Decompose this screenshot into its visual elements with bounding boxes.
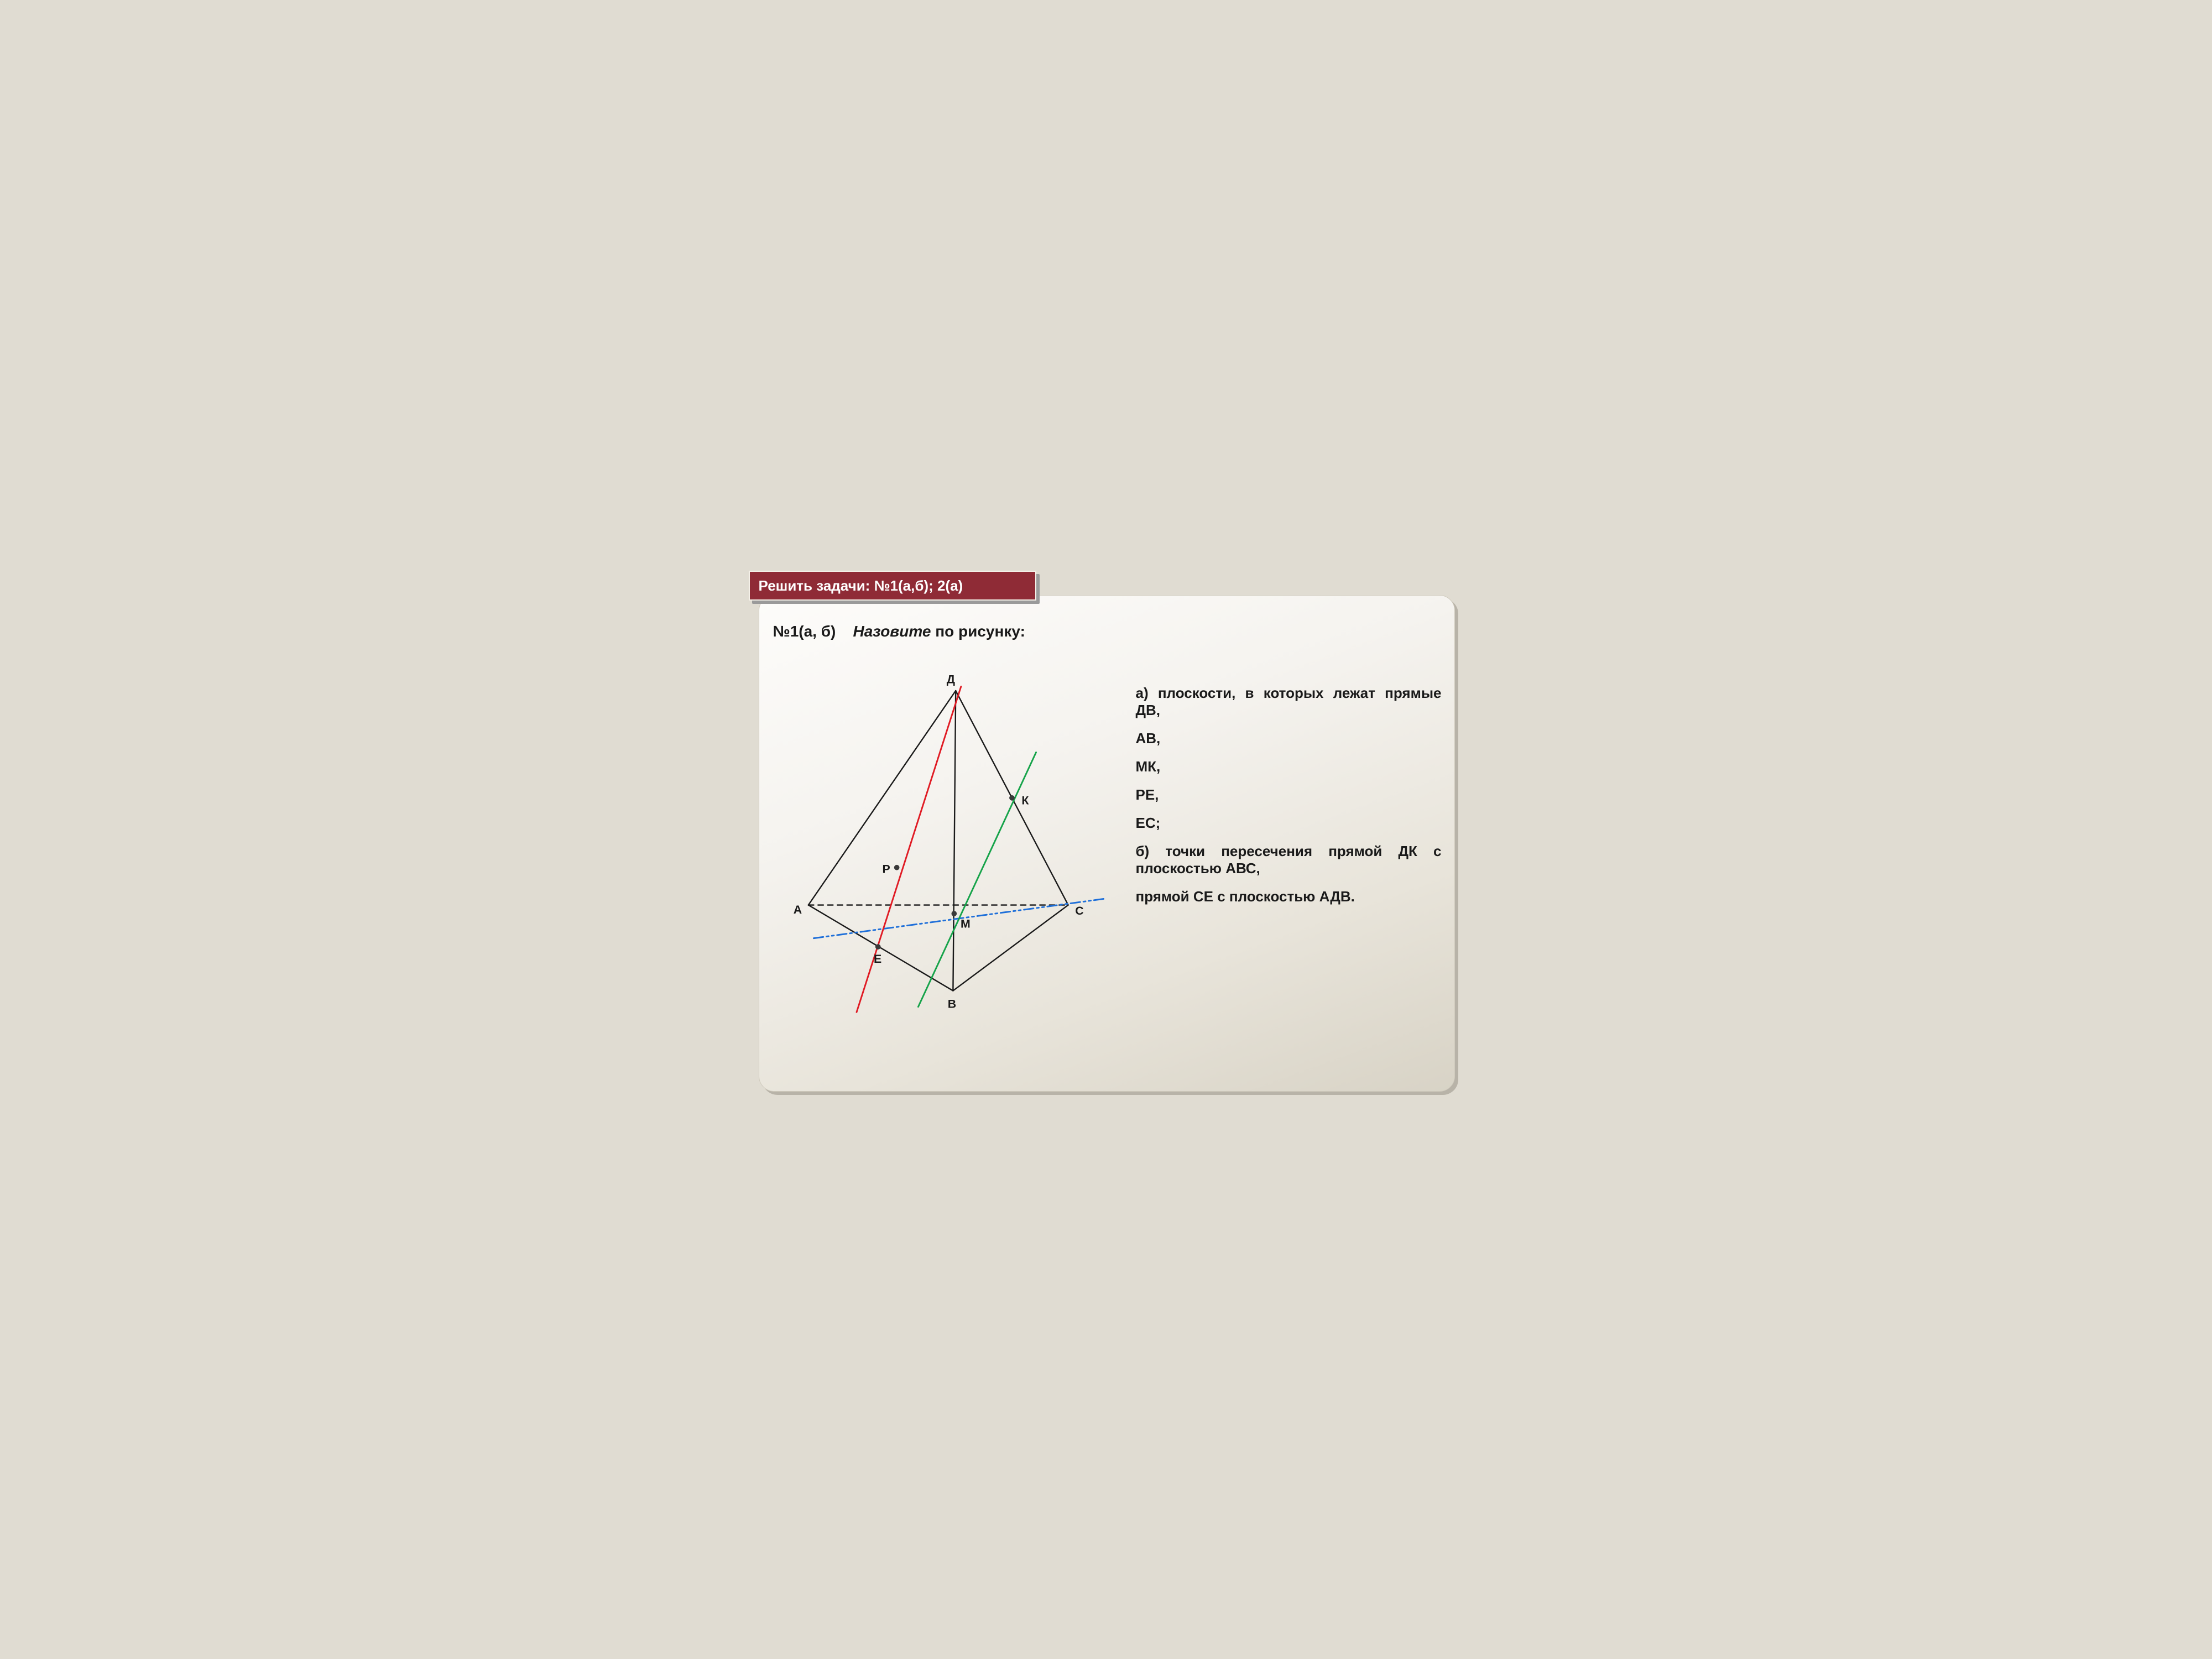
label-A: А — [793, 903, 801, 916]
slide: Решить задачи: №1(а,б); 2(а) №1(а, б) На… — [738, 553, 1475, 1106]
label-D: Д — [946, 673, 954, 686]
title-italic: Назовите — [853, 623, 931, 640]
label-P: Р — [882, 862, 890, 875]
title-row: №1(а, б) Назовите по рисунку: — [773, 623, 1025, 640]
point-P — [894, 865, 899, 870]
task-banner: Решить задачи: №1(а,б); 2(а) — [749, 571, 1036, 601]
labels-group: А В С Д Е М Р К — [793, 673, 1083, 1011]
title-suffix: по рисунку: — [935, 623, 1025, 640]
point-E — [875, 944, 880, 950]
label-K: К — [1021, 794, 1029, 807]
label-E: Е — [874, 952, 881, 966]
q-ab: АВ, — [1136, 730, 1442, 747]
title-prefix: №1(а, б) — [773, 623, 836, 640]
q-b-line1: б) точки пересечения прямой ДК с плоскос… — [1136, 843, 1442, 877]
q-ec: ЕС; — [1136, 815, 1442, 832]
label-C: С — [1075, 904, 1083, 917]
diagram-svg: А В С Д Е М Р К — [771, 653, 1114, 1040]
label-M: М — [960, 917, 970, 930]
point-K — [1009, 795, 1015, 801]
q-mk: МК, — [1136, 758, 1442, 775]
banner-text: Решить задачи: №1(а,б); 2(а) — [759, 577, 963, 594]
q-pe: РЕ, — [1136, 786, 1442, 804]
line-MK-green — [918, 752, 1036, 1006]
geometry-diagram: А В С Д Е М Р К — [771, 653, 1114, 1040]
point-M — [951, 911, 957, 916]
line-DP-red — [857, 686, 961, 1012]
label-B: В — [947, 998, 956, 1011]
q-b-line2: прямой СЕ с плоскостью АДВ. — [1136, 888, 1442, 905]
q-a-line1: а) плоскости, в которых лежат прямые ДВ, — [1136, 685, 1442, 719]
pyramid-edges — [808, 691, 1068, 991]
question-column: а) плоскости, в которых лежат прямые ДВ,… — [1136, 685, 1442, 916]
